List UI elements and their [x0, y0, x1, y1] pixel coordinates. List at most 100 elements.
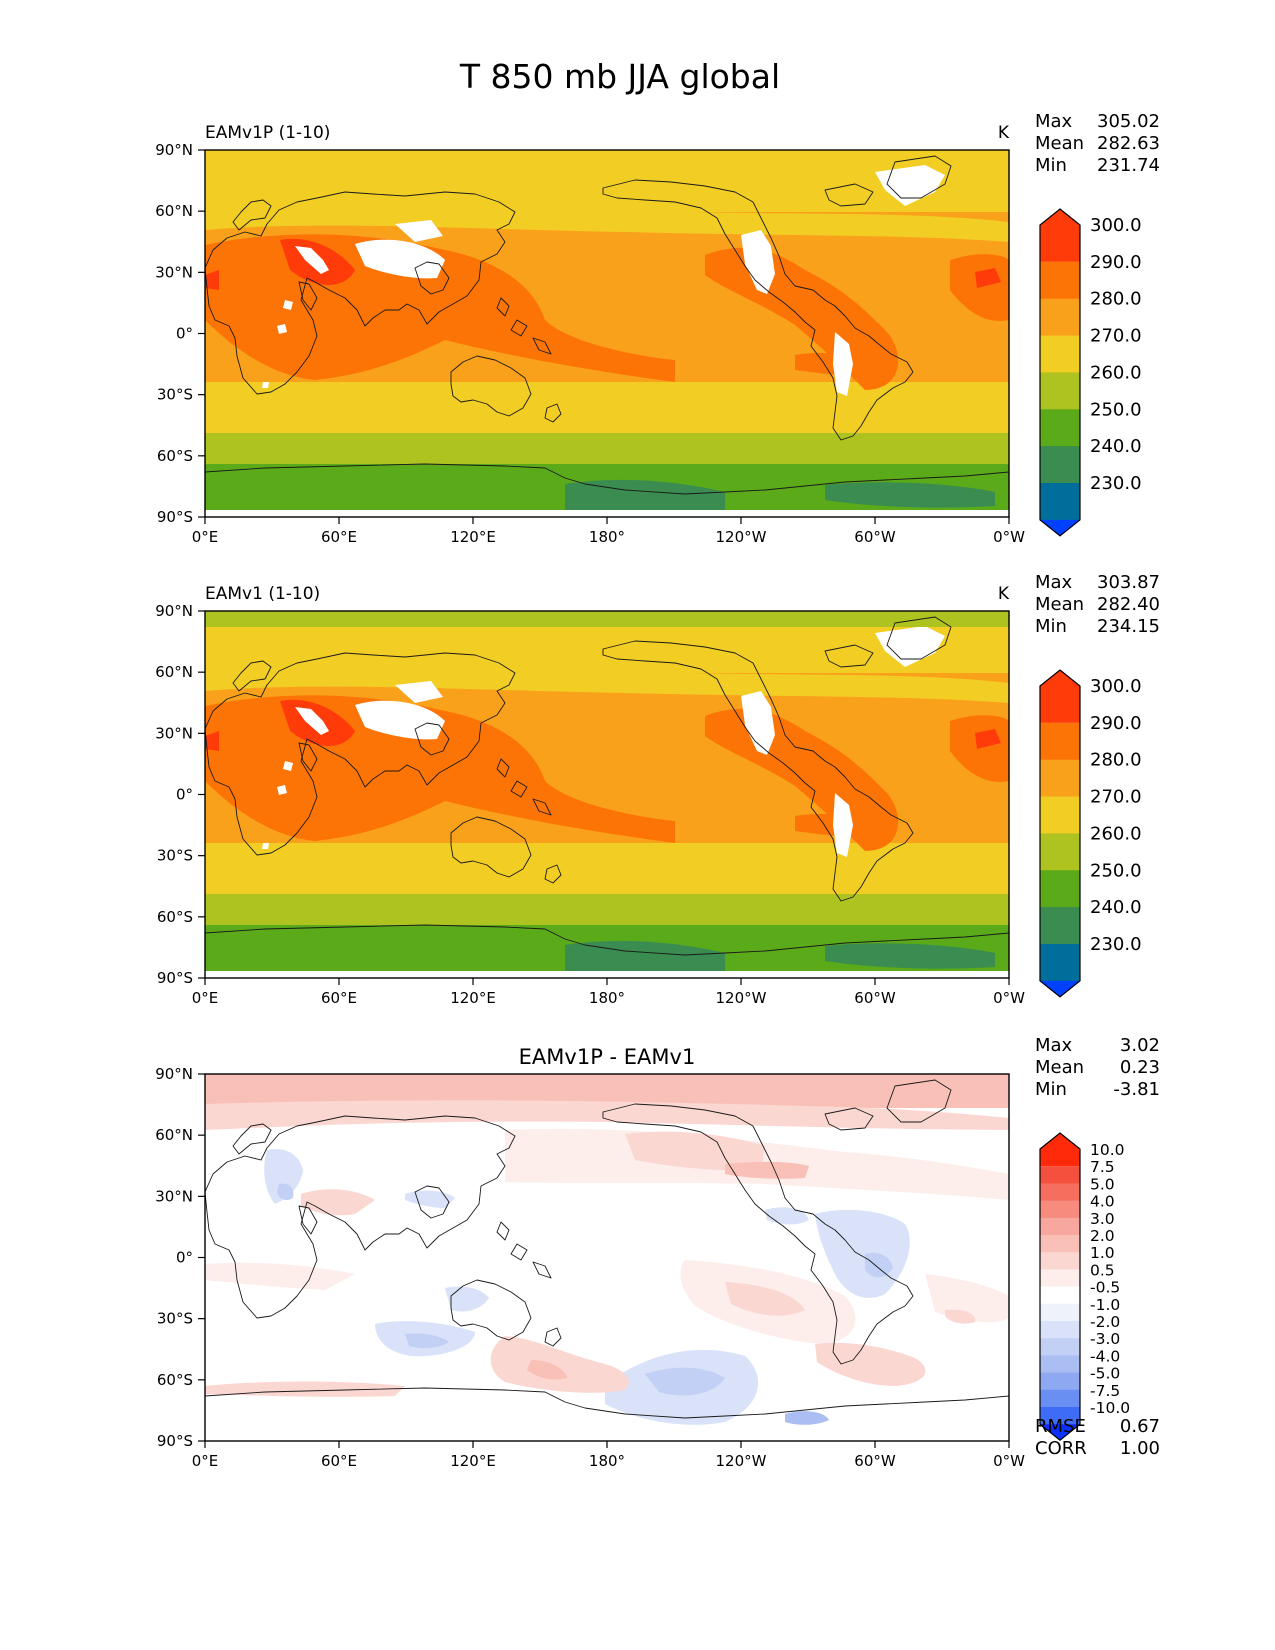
panel-units: K	[998, 123, 1010, 143]
lat-tick-label: 30°N	[155, 724, 193, 742]
colorbar-segment	[1040, 1372, 1080, 1391]
stat-label: Max	[1035, 572, 1073, 593]
colorbar-segment	[1040, 907, 1080, 945]
stat-value: 3.02	[1120, 1035, 1160, 1056]
stat-value: 0.67	[1120, 1416, 1160, 1437]
colorbar-segment	[1040, 1389, 1080, 1408]
lon-tick-label: 60°W	[854, 989, 896, 1007]
colorbar-segment	[1040, 1303, 1080, 1322]
lat-tick-label: 60°N	[155, 1126, 193, 1144]
lat-tick-label: 90°N	[155, 602, 193, 620]
colorbar-label: 0.5	[1090, 1261, 1115, 1279]
lat-tick-label: 60°S	[157, 908, 193, 926]
colorbar-label: 2.0	[1090, 1227, 1115, 1245]
colorbar-extend-top	[1040, 209, 1080, 262]
colorbar-segment	[1040, 1321, 1080, 1339]
colorbar-segment	[1040, 1200, 1080, 1219]
lat-tick-label: 30°S	[157, 1310, 193, 1328]
temperature-map	[205, 150, 1009, 517]
colorbar-segment	[1040, 944, 1080, 982]
stat-value: 282.63	[1097, 133, 1160, 154]
lon-tick-label: 120°E	[450, 989, 496, 1007]
stat-value: -3.81	[1113, 1079, 1160, 1100]
colorbar-segment	[1040, 1217, 1080, 1236]
stat-label: Max	[1035, 1035, 1073, 1056]
colorbar-segment	[1040, 298, 1080, 337]
colorbar-label: 230.0	[1090, 934, 1142, 955]
stat-value: 303.87	[1097, 572, 1160, 593]
stat-label: Mean	[1035, 594, 1084, 615]
colorbar-label: 1.0	[1090, 1244, 1115, 1262]
stat-value: 1.00	[1120, 1438, 1160, 1459]
lat-tick-label: 60°S	[157, 1371, 193, 1389]
colorbar-segment	[1040, 1407, 1080, 1425]
lon-tick-label: 60°W	[854, 528, 896, 546]
stat-value: 282.40	[1097, 594, 1160, 615]
colorbar-label: 300.0	[1090, 215, 1142, 236]
colorbar-segment	[1040, 796, 1080, 834]
colorbar-label: -7.5	[1090, 1382, 1120, 1400]
colorbar-label: 270.0	[1090, 326, 1142, 347]
colorbar-segment	[1040, 833, 1080, 871]
colorbar-label: 230.0	[1090, 473, 1142, 494]
lon-tick-label: 60°W	[854, 1452, 896, 1470]
colorbar-label: 260.0	[1090, 823, 1142, 844]
lon-tick-label: 120°W	[716, 1452, 767, 1470]
stat-label: Mean	[1035, 133, 1084, 154]
lon-tick-label: 120°W	[716, 989, 767, 1007]
colorbar-label: 4.0	[1090, 1193, 1115, 1211]
colorbar-outline	[1039, 208, 1081, 537]
panel-units: K	[998, 584, 1010, 604]
lon-tick-label: 0°W	[993, 528, 1025, 546]
colorbar-label: -3.0	[1090, 1330, 1120, 1348]
colorbar-label: 290.0	[1090, 713, 1142, 734]
colorbar-segment	[1040, 1166, 1080, 1184]
colorbar-label: -0.5	[1090, 1279, 1120, 1297]
lat-tick-label: 60°N	[155, 663, 193, 681]
lon-tick-label: 180°	[589, 1452, 625, 1470]
lon-tick-label: 0°E	[192, 528, 219, 546]
colorbar-segment	[1040, 335, 1080, 373]
stat-label: Max	[1035, 111, 1073, 132]
panel-eamv1p: EAMv1P (1-10) K 0°E 60°E 120°E 180° 120°W 60°…	[155, 111, 1160, 546]
lat-tick-label: 90°S	[157, 969, 193, 987]
colorbar-outline	[1039, 1132, 1081, 1441]
panel-label: EAMv1 (1-10)	[205, 584, 320, 604]
lon-tick-label: 60°E	[321, 1452, 357, 1470]
lat-tick-label: 30°S	[157, 386, 193, 404]
colorbar-label: 3.0	[1090, 1210, 1115, 1228]
temperature-map	[205, 611, 1009, 978]
colorbar-label: -2.0	[1090, 1313, 1120, 1331]
lat-tick-label: 90°N	[155, 1065, 193, 1083]
colorbar-label: 270.0	[1090, 787, 1142, 808]
lat-tick-label: 90°N	[155, 141, 193, 159]
colorbar-segment	[1040, 1183, 1080, 1202]
panel-center-title: EAMv1P - EAMv1	[519, 1045, 696, 1069]
colorbar-label: 240.0	[1090, 436, 1142, 457]
colorbar-segment	[1040, 409, 1080, 447]
colorbar-label: 290.0	[1090, 252, 1142, 273]
stat-value: 0.23	[1120, 1057, 1160, 1078]
lat-tick-label: 30°N	[155, 1187, 193, 1205]
colorbar-segment	[1040, 870, 1080, 908]
colorbar-label: 5.0	[1090, 1175, 1115, 1193]
colorbar-label: 250.0	[1090, 399, 1142, 420]
stat-label: CORR	[1035, 1438, 1087, 1459]
difference-map	[205, 1074, 1009, 1441]
lon-tick-label: 60°E	[321, 528, 357, 546]
colorbar-segment	[1040, 1286, 1080, 1305]
colorbar-extend-top	[1040, 670, 1080, 723]
stat-value: 234.15	[1097, 616, 1160, 637]
colorbar-label: 280.0	[1090, 750, 1142, 771]
lat-tick-label: 90°S	[157, 1432, 193, 1450]
stat-label: Min	[1035, 155, 1067, 176]
colorbar-segment	[1040, 1338, 1080, 1356]
lon-tick-label: 0°W	[993, 1452, 1025, 1470]
colorbar-label: -10.0	[1090, 1399, 1130, 1417]
lat-tick-label: 30°S	[157, 847, 193, 865]
colorbar-outline	[1039, 669, 1081, 998]
colorbar-label: 280.0	[1090, 289, 1142, 310]
colorbar-segment	[1040, 722, 1080, 761]
colorbar-segment	[1040, 261, 1080, 300]
